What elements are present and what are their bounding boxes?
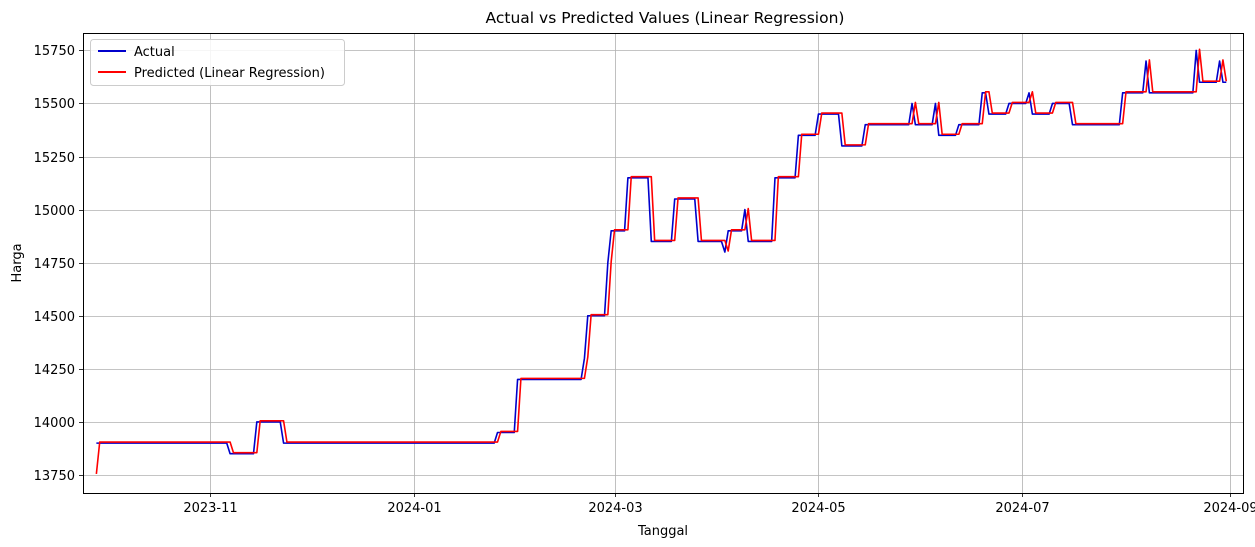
x-tick-label: 2024-09 bbox=[1203, 501, 1255, 516]
y-tick-label: 15250 bbox=[34, 151, 75, 166]
y-axis-label: Harga bbox=[10, 243, 25, 282]
y-tick-label: 15750 bbox=[34, 44, 75, 59]
chart-title: Actual vs Predicted Values (Linear Regre… bbox=[486, 9, 845, 27]
legend: Actual Predicted (Linear Regression) bbox=[90, 39, 345, 86]
x-axis-label: Tanggal bbox=[637, 524, 688, 539]
y-tick-label: 14500 bbox=[34, 310, 75, 325]
x-tick-label: 2024-03 bbox=[588, 501, 642, 516]
y-tick-label: 15000 bbox=[34, 204, 75, 219]
series-line-actual bbox=[96, 49, 1227, 455]
x-axis: 2023-11 2024-01 2024-03 2024-05 2024-07 2024-… bbox=[183, 493, 1255, 516]
legend-box bbox=[90, 39, 345, 86]
y-tick-label: 14750 bbox=[34, 257, 75, 272]
y-tick-label: 13750 bbox=[34, 469, 75, 484]
y-tick-label: 14250 bbox=[34, 363, 75, 378]
y-axis: 13750 14000 14250 14500 14750 15000 15250 15500… bbox=[34, 44, 83, 484]
series-line-predicted bbox=[95, 48, 1228, 474]
y-tick-label: 15500 bbox=[34, 97, 75, 112]
legend-label-predicted: Predicted (Linear Regression) bbox=[134, 66, 325, 81]
x-tick-label: 2024-05 bbox=[791, 501, 845, 516]
x-tick-label: 2023-11 bbox=[183, 501, 237, 516]
series-layer bbox=[95, 48, 1228, 474]
plot-frame bbox=[83, 33, 1244, 494]
legend-label-actual: Actual bbox=[134, 45, 175, 60]
y-tick-label: 14000 bbox=[34, 416, 75, 431]
x-tick-label: 2024-01 bbox=[387, 501, 441, 516]
x-tick-label: 2024-07 bbox=[995, 501, 1049, 516]
